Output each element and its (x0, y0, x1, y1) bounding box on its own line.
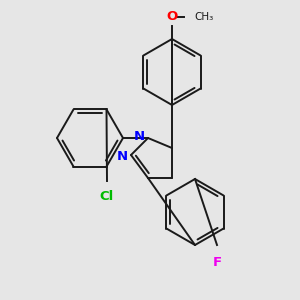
Text: Cl: Cl (100, 190, 114, 203)
Text: F: F (212, 256, 222, 269)
Text: N: N (116, 149, 128, 163)
Text: N: N (134, 130, 145, 143)
Text: CH₃: CH₃ (194, 12, 213, 22)
Text: O: O (167, 11, 178, 23)
